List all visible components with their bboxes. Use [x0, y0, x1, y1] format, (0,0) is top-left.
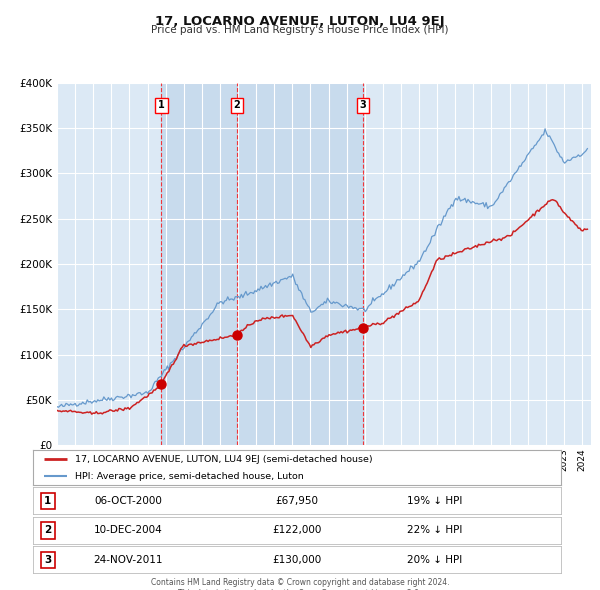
Text: 22% ↓ HPI: 22% ↓ HPI [407, 526, 462, 535]
Bar [237, 83, 363, 445]
Text: £67,950: £67,950 [275, 496, 319, 506]
Text: £130,000: £130,000 [272, 555, 322, 565]
Text: 20% ↓ HPI: 20% ↓ HPI [407, 555, 462, 565]
Text: 24-NOV-2011: 24-NOV-2011 [93, 555, 163, 565]
Text: This data is licensed under the Open Government Licence v3.0.: This data is licensed under the Open Gov… [178, 589, 422, 590]
Text: £122,000: £122,000 [272, 526, 322, 535]
Text: 2: 2 [233, 100, 241, 110]
Text: 1: 1 [158, 100, 165, 110]
Text: 3: 3 [44, 555, 52, 565]
Text: 10-DEC-2004: 10-DEC-2004 [94, 526, 163, 535]
Text: 1: 1 [44, 496, 52, 506]
Text: 17, LOCARNO AVENUE, LUTON, LU4 9EJ: 17, LOCARNO AVENUE, LUTON, LU4 9EJ [155, 15, 445, 28]
Text: 19% ↓ HPI: 19% ↓ HPI [407, 496, 462, 506]
Text: 3: 3 [359, 100, 366, 110]
Text: Price paid vs. HM Land Registry's House Price Index (HPI): Price paid vs. HM Land Registry's House … [151, 25, 449, 35]
Text: 17, LOCARNO AVENUE, LUTON, LU4 9EJ (semi-detached house): 17, LOCARNO AVENUE, LUTON, LU4 9EJ (semi… [75, 455, 373, 464]
Text: HPI: Average price, semi-detached house, Luton: HPI: Average price, semi-detached house,… [75, 471, 304, 481]
Text: 06-OCT-2000: 06-OCT-2000 [94, 496, 162, 506]
Text: 2: 2 [44, 526, 52, 535]
Bar [161, 83, 237, 445]
Text: Contains HM Land Registry data © Crown copyright and database right 2024.: Contains HM Land Registry data © Crown c… [151, 578, 449, 587]
